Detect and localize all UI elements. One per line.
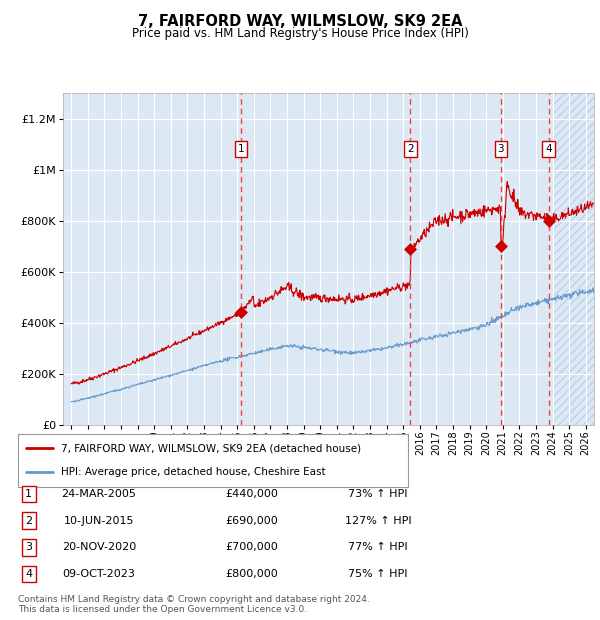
- Text: 3: 3: [497, 144, 504, 154]
- Text: £440,000: £440,000: [226, 489, 278, 499]
- Text: 09-OCT-2023: 09-OCT-2023: [62, 569, 136, 579]
- Text: 3: 3: [25, 542, 32, 552]
- Text: 7, FAIRFORD WAY, WILMSLOW, SK9 2EA: 7, FAIRFORD WAY, WILMSLOW, SK9 2EA: [138, 14, 462, 29]
- Text: 73% ↑ HPI: 73% ↑ HPI: [348, 489, 408, 499]
- Text: 127% ↑ HPI: 127% ↑ HPI: [344, 516, 412, 526]
- Text: 1: 1: [238, 144, 244, 154]
- Text: 4: 4: [25, 569, 32, 579]
- Text: 24-MAR-2005: 24-MAR-2005: [62, 489, 136, 499]
- Text: 77% ↑ HPI: 77% ↑ HPI: [348, 542, 408, 552]
- Text: 1: 1: [25, 489, 32, 499]
- Text: 20-NOV-2020: 20-NOV-2020: [62, 542, 136, 552]
- Text: 7, FAIRFORD WAY, WILMSLOW, SK9 2EA (detached house): 7, FAIRFORD WAY, WILMSLOW, SK9 2EA (deta…: [61, 443, 361, 453]
- Text: £800,000: £800,000: [226, 569, 278, 579]
- Text: £690,000: £690,000: [226, 516, 278, 526]
- Text: 2: 2: [407, 144, 414, 154]
- Bar: [553, 68, 594, 425]
- Text: 2: 2: [25, 516, 32, 526]
- Text: £700,000: £700,000: [226, 542, 278, 552]
- Text: 4: 4: [545, 144, 552, 154]
- Text: HPI: Average price, detached house, Cheshire East: HPI: Average price, detached house, Ches…: [61, 467, 326, 477]
- Text: 10-JUN-2015: 10-JUN-2015: [64, 516, 134, 526]
- Text: 75% ↑ HPI: 75% ↑ HPI: [348, 569, 408, 579]
- Text: Price paid vs. HM Land Registry's House Price Index (HPI): Price paid vs. HM Land Registry's House …: [131, 27, 469, 40]
- Text: This data is licensed under the Open Government Licence v3.0.: This data is licensed under the Open Gov…: [18, 604, 307, 614]
- Bar: [553, 68, 594, 425]
- Text: Contains HM Land Registry data © Crown copyright and database right 2024.: Contains HM Land Registry data © Crown c…: [18, 595, 370, 604]
